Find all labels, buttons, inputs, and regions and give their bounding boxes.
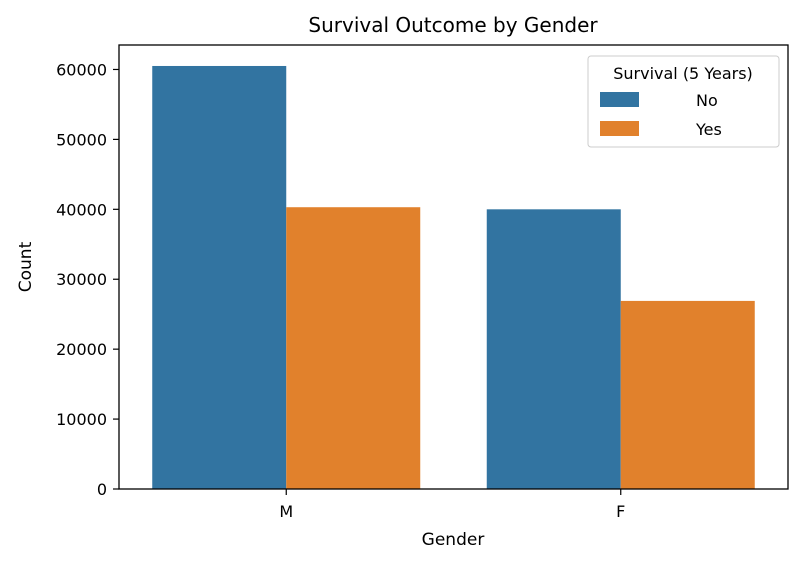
y-axis-label: Count (16, 241, 36, 292)
chart-title: Survival Outcome by Gender (308, 13, 598, 37)
bar-m-yes (286, 207, 421, 489)
bar-f-no (486, 209, 621, 490)
y-axis-ticks: 0 10000 20000 30000 40000 50000 60000 (56, 60, 119, 499)
x-axis-label: Gender (422, 530, 485, 550)
plot-frame (118, 44, 789, 490)
legend-label-yes: Yes (695, 120, 722, 139)
legend-label-no: No (696, 91, 718, 110)
legend-swatch-yes (600, 121, 639, 136)
y-tick-label: 20000 (56, 340, 107, 359)
y-tick-label: 0 (97, 480, 107, 499)
legend-swatch-no (600, 92, 639, 107)
x-tick-label: F (616, 502, 625, 521)
legend: Survival (5 Years) No Yes (587, 55, 780, 148)
y-tick-label: 60000 (56, 60, 107, 79)
bars-layer (152, 65, 755, 490)
y-tick-label: 40000 (56, 200, 107, 219)
x-tick-label: M (279, 502, 293, 521)
y-tick-label: 30000 (56, 270, 107, 289)
legend-title: Survival (5 Years) (613, 64, 753, 83)
y-tick-label: 50000 (56, 130, 107, 149)
bar-m-no (152, 65, 287, 489)
y-tick-label: 10000 (56, 410, 107, 429)
legend-items: No Yes (600, 91, 722, 139)
bar-f-yes (620, 300, 755, 489)
